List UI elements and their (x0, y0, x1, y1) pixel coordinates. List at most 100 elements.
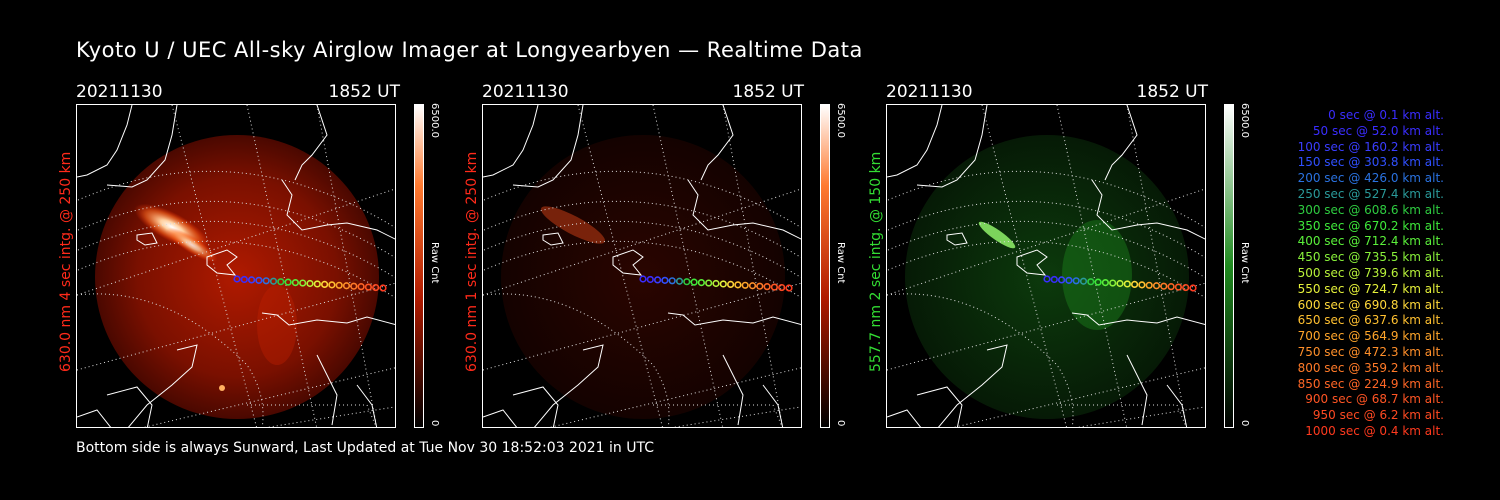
legend-row: 850 sec @ 224.9 km alt. (1297, 376, 1444, 391)
footer-note: Bottom side is always Sunward, Last Upda… (76, 440, 654, 456)
track-point (661, 276, 669, 284)
track-point (1050, 275, 1058, 284)
coastline-segment (512, 105, 584, 188)
panel-1-map (77, 105, 395, 427)
coastline-segment (1166, 384, 1188, 427)
coastline-segment (77, 105, 133, 178)
coastline-segment (106, 105, 178, 188)
track-point (342, 282, 351, 290)
track-point (1167, 283, 1175, 291)
track-point (1152, 282, 1161, 290)
latitude-line (887, 170, 1205, 229)
track-point (668, 277, 676, 285)
coastline-segment (887, 105, 943, 178)
track-point (646, 275, 654, 284)
latitude-line (77, 220, 395, 279)
coastline-segment (128, 344, 198, 427)
coastline-segment (1126, 354, 1148, 426)
legend-row: 700 sec @ 564.9 km alt. (1297, 329, 1444, 344)
panel-3-colorbar (1224, 104, 1234, 428)
panel-3-ylabel: 557.7 nm 2 sec intg. @ 150 km (868, 151, 884, 372)
panel-1-colorbar (414, 104, 424, 428)
coastline-segment (106, 386, 153, 427)
latitude-line (887, 200, 1205, 259)
track-point (1094, 278, 1102, 286)
track-point (291, 279, 299, 287)
legend-row: 900 sec @ 68.7 km alt. (1305, 392, 1444, 407)
panel-1-time: 1852 UT (328, 82, 401, 102)
track-point (770, 283, 779, 291)
legend-row: 800 sec @ 359.2 km alt. (1297, 360, 1444, 375)
coastline-segment (612, 249, 644, 276)
track-point (321, 280, 329, 288)
coastline-segment (483, 409, 518, 427)
coastline (483, 105, 801, 427)
latitude-line (483, 240, 801, 299)
coastline-segment (700, 105, 734, 181)
legend-row: 150 sec @ 303.8 km alt. (1297, 155, 1444, 170)
legend-row: 500 sec @ 739.6 km alt. (1297, 265, 1444, 280)
panel-3-time: 1852 UT (1136, 82, 1209, 102)
track-point (248, 276, 256, 284)
panel-1-ylabel: 630.0 nm 4 sec intg. @ 250 km (58, 151, 74, 372)
coastline-segment (281, 179, 395, 240)
track-point (255, 276, 263, 284)
track-point (690, 278, 698, 286)
longitude-line (1126, 105, 1188, 427)
bright-spot (219, 385, 225, 391)
track-point (277, 278, 285, 286)
track-point (269, 277, 278, 285)
track-point (654, 276, 662, 284)
track-point (1160, 282, 1168, 290)
coastline-segment (77, 409, 112, 427)
coastline-segment (534, 344, 604, 427)
track-point (350, 282, 358, 290)
track-point (763, 283, 771, 291)
track-point (1072, 277, 1080, 285)
track-point (262, 277, 270, 285)
aurora-arc (978, 221, 1016, 249)
legend-row: 200 sec @ 426.0 km alt. (1297, 171, 1444, 186)
coastline-segment (512, 386, 559, 427)
legend-row: 350 sec @ 670.2 km alt. (1297, 218, 1444, 233)
track-point (306, 279, 314, 288)
coastline-segment (1016, 249, 1048, 276)
track-point (233, 275, 241, 283)
track-point (1079, 277, 1088, 285)
track-point (741, 281, 749, 289)
longitude-line (1056, 105, 1128, 427)
track-point (1043, 275, 1051, 283)
track-point (1123, 280, 1131, 288)
coastline-segment (667, 312, 801, 326)
latitude-line (1057, 404, 1187, 427)
coastline (77, 105, 395, 427)
legend-row: 1000 sec @ 0.4 km alt. (1305, 423, 1444, 438)
legend-row: 400 sec @ 712.4 km alt. (1297, 234, 1444, 249)
track-point (364, 283, 373, 291)
coastline-segment (136, 232, 158, 246)
track-point (719, 280, 727, 288)
lat-lon-grid (887, 105, 1205, 427)
latitude-line (247, 404, 377, 427)
latitude-line (77, 240, 395, 299)
panel-2-colorbar (820, 104, 830, 428)
longitude-line (722, 105, 784, 427)
coastline-segment (206, 249, 238, 276)
latitude-line (77, 200, 395, 259)
track-point (705, 279, 713, 287)
legend-row: 250 sec @ 527.4 km alt. (1297, 186, 1444, 201)
track-point (1065, 276, 1073, 284)
coastline-segment (483, 105, 539, 178)
coastline-segment (946, 232, 968, 246)
coastline-segment (722, 354, 744, 426)
panel-2-cbar-max: 6500.0 (835, 103, 846, 138)
track-point (727, 280, 735, 288)
track-point (313, 280, 321, 288)
legend-row: 600 sec @ 690.8 km alt. (1297, 297, 1444, 312)
time-altitude-legend: 0 sec @ 0.1 km alt. 50 sec @ 52.0 km alt.… (1248, 108, 1444, 440)
legend-row: 650 sec @ 637.6 km alt. (1297, 313, 1444, 328)
track-point (284, 278, 292, 286)
legend-row: 450 sec @ 735.5 km alt. (1297, 250, 1444, 265)
panel-3-image (886, 104, 1206, 428)
track-point (1145, 281, 1153, 289)
